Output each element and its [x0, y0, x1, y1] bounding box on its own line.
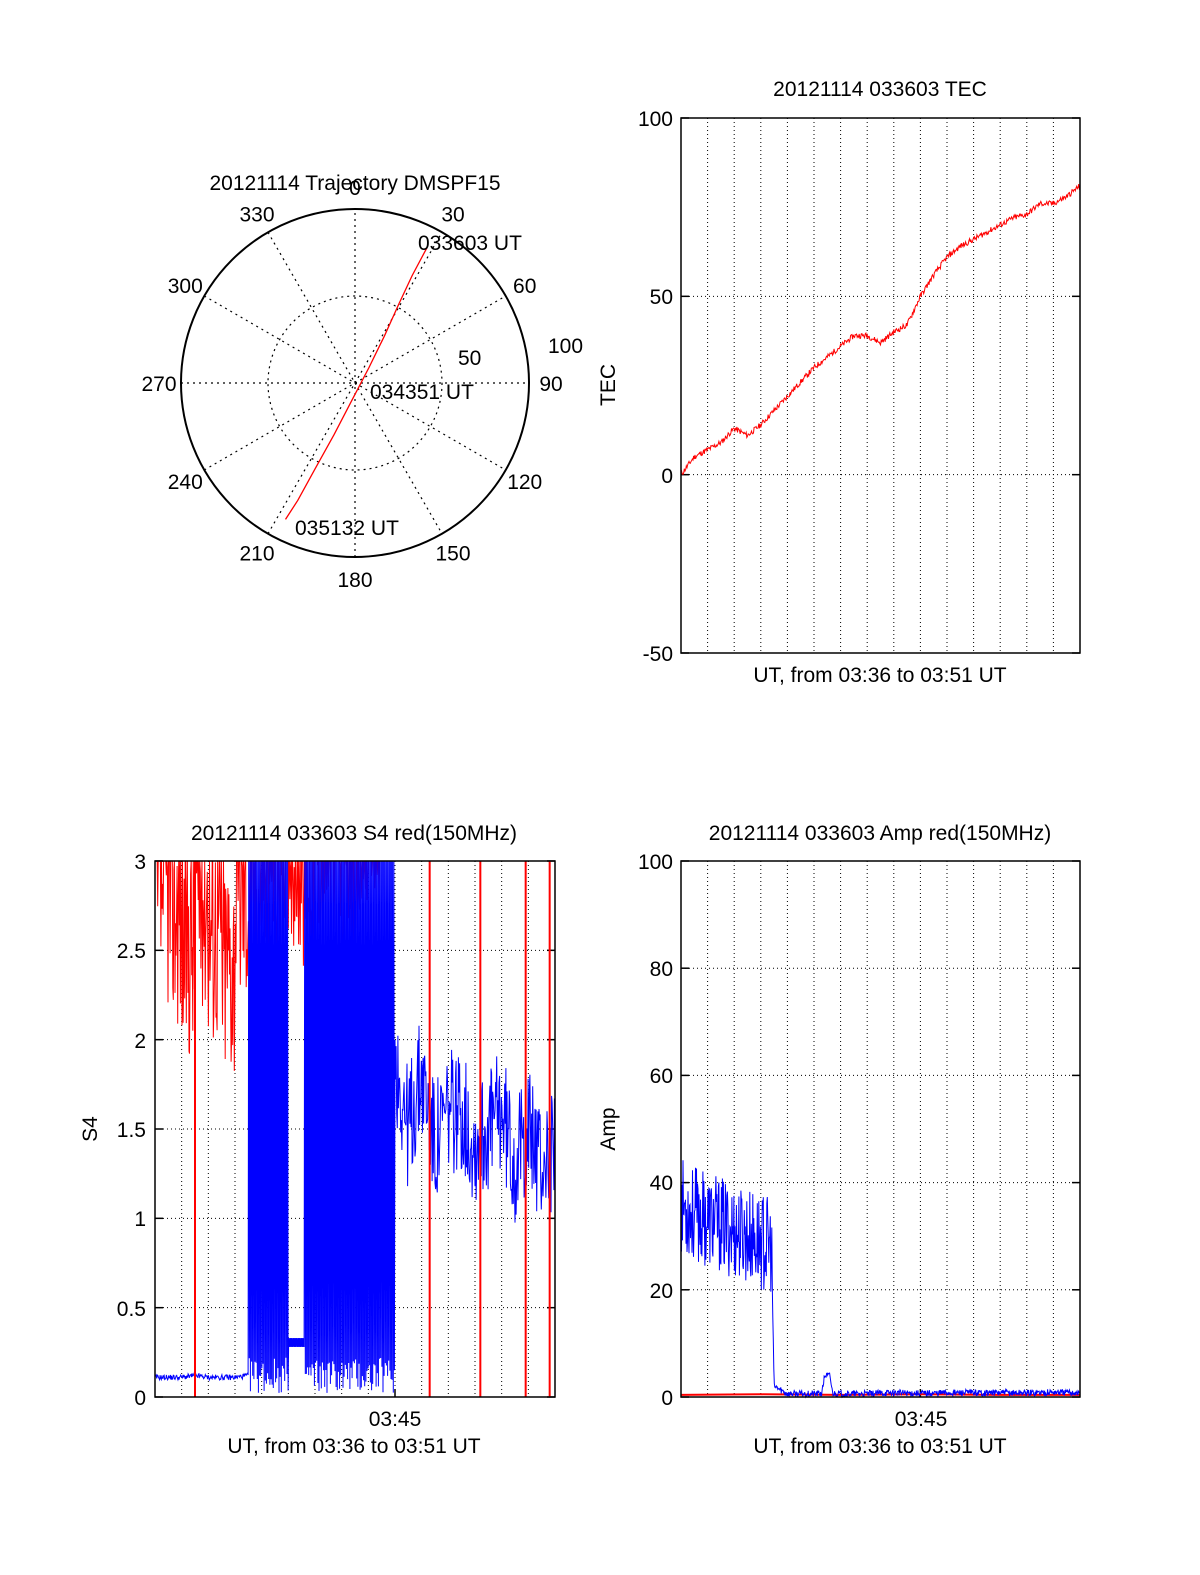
s4-ytick-1: 1	[134, 1208, 146, 1231]
amp-ylabel: Amp	[597, 1107, 620, 1150]
s4-series	[154, 860, 556, 1397]
polar-radial-tick-100: 100	[548, 335, 583, 358]
amp-xtick-0345: 03:45	[895, 1408, 948, 1431]
polar-panel: 20121114 Trajectory DMSPF15 0 30 60 90 120 15…	[141, 172, 583, 592]
polar-angle-label-330: 330	[239, 203, 274, 226]
tec-ytick-50: 50	[650, 286, 673, 309]
polar-grid	[181, 209, 529, 557]
amp-ytick-40: 40	[650, 1172, 673, 1195]
s4-ytick-1-5: 1.5	[117, 1119, 146, 1142]
polar-spoke-150	[267, 232, 443, 534]
s4-ylabel: S4	[79, 1116, 102, 1142]
s4-ytick-0-5: 0.5	[117, 1298, 146, 1321]
amp-ytick-80: 80	[650, 958, 673, 981]
polar-angle-label-120: 120	[507, 471, 542, 494]
s4-ytick-2-5: 2.5	[117, 940, 146, 963]
s4-xtick-0345: 03:45	[369, 1408, 422, 1431]
polar-title: 20121114 Trajectory DMSPF15	[209, 172, 500, 195]
tec-xlabel: UT, from 03:36 to 03:51 UT	[753, 664, 1006, 687]
polar-angle-label-0: 0	[349, 177, 361, 200]
amp-panel: 20121114 033603 Amp red(150MHz) 0 20 40 …	[597, 822, 1081, 1458]
polar-trajectory	[284, 247, 428, 520]
polar-angle-labels: 0 30 60 90 120 150 180 210 240 270 300 330	[141, 177, 562, 592]
polar-radial-tick-50: 50	[458, 347, 481, 370]
polar-angle-label-60: 60	[513, 275, 536, 298]
s4-panel: 20121114 033603 S4 red(150MHz) 0 0.5 1 1…	[79, 822, 556, 1458]
polar-angle-label-180: 180	[337, 569, 372, 592]
amp-title: 20121114 033603 Amp red(150MHz)	[709, 822, 1051, 845]
tec-ytick-m50: -50	[643, 643, 673, 666]
polar-annotation-start: 033603 UT	[418, 232, 522, 255]
polar-ring-50	[267, 295, 443, 471]
polar-outer-circle	[180, 208, 530, 558]
s4-title: 20121114 033603 S4 red(150MHz)	[191, 822, 517, 845]
polar-annotation-end: 035132 UT	[295, 517, 399, 540]
amp-ytick-100: 100	[638, 851, 673, 874]
s4-ytick-2: 2	[134, 1030, 146, 1053]
amp-ytick-20: 20	[650, 1280, 673, 1303]
tec-series	[680, 184, 1081, 475]
s4-ytick-0: 0	[134, 1387, 146, 1410]
polar-angle-label-30: 30	[441, 203, 464, 226]
polar-angle-label-90: 90	[539, 373, 562, 396]
tec-frame	[680, 117, 1081, 654]
amp-grid	[681, 860, 1080, 1398]
tec-ytick-0: 0	[661, 465, 673, 488]
tec-grid	[681, 117, 1080, 654]
polar-angle-label-210: 210	[239, 543, 274, 566]
polar-angle-label-300: 300	[168, 275, 203, 298]
tec-panel: 20121114 033603 TEC -50 0 50 100 TEC UT,…	[597, 78, 1081, 687]
polar-annotation-mid: 034351 UT	[370, 381, 474, 404]
amp-frame	[680, 860, 1081, 1398]
tec-ytick-100: 100	[638, 108, 673, 131]
polar-angle-label-270: 270	[141, 373, 176, 396]
polar-trajectory-line-0	[284, 247, 428, 520]
s4-ytick-3: 3	[134, 851, 146, 874]
tec-ylabel: TEC	[597, 364, 620, 406]
polar-angle-label-150: 150	[435, 543, 470, 566]
tec-line	[680, 184, 1081, 475]
amp-ytick-60: 60	[650, 1065, 673, 1088]
polar-angle-label-240: 240	[168, 471, 203, 494]
amp-ytick-0: 0	[661, 1387, 673, 1410]
amp-blue-line	[680, 1160, 1081, 1399]
s4-frame	[154, 860, 556, 1398]
amp-series	[680, 1160, 1081, 1399]
s4-xlabel: UT, from 03:36 to 03:51 UT	[227, 1435, 480, 1458]
amp-xlabel: UT, from 03:36 to 03:51 UT	[753, 1435, 1006, 1458]
tec-title: 20121114 033603 TEC	[773, 78, 987, 101]
